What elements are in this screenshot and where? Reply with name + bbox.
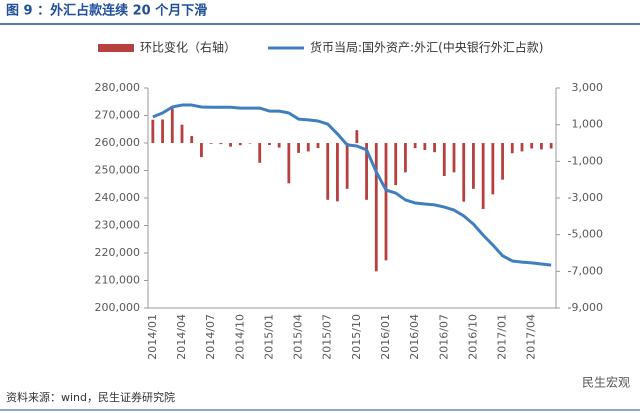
bar xyxy=(510,143,514,154)
bar xyxy=(413,143,417,149)
bar xyxy=(180,124,184,143)
bar xyxy=(394,143,398,186)
bar xyxy=(336,143,339,202)
bar xyxy=(472,143,475,189)
x-tick-label: 2015/01 xyxy=(262,314,275,360)
bar xyxy=(423,143,427,150)
x-tick-label: 2014/01 xyxy=(146,314,159,360)
x-tick-label: 2017/04 xyxy=(525,314,538,360)
bar xyxy=(540,143,543,150)
bar xyxy=(277,143,281,148)
x-tick-label: 2015/10 xyxy=(350,314,363,360)
bar xyxy=(501,143,504,180)
y-tick-label: 270,000 xyxy=(95,109,141,122)
bar xyxy=(433,143,436,153)
watermark: 民生宏观 xyxy=(582,375,630,390)
bar xyxy=(549,143,553,149)
bar xyxy=(297,143,300,153)
bar xyxy=(481,143,485,209)
bar xyxy=(326,143,330,200)
bar xyxy=(384,143,388,261)
y2-tick-label: -9,000 xyxy=(568,301,603,314)
x-tick-label: 2016/10 xyxy=(466,314,479,360)
x-tick-label: 2014/07 xyxy=(204,314,217,360)
bar xyxy=(219,143,223,145)
bar xyxy=(404,143,407,173)
bar xyxy=(151,119,155,143)
y2-tick-label: -7,000 xyxy=(568,264,603,277)
y-tick-label: 250,000 xyxy=(95,164,141,177)
x-tick-label: 2017/01 xyxy=(496,314,509,360)
bar xyxy=(287,143,291,184)
legend-swatch xyxy=(98,44,134,52)
y2-tick-label: 3,000 xyxy=(572,81,604,94)
bar xyxy=(355,130,359,143)
bar xyxy=(462,143,466,202)
bar xyxy=(520,143,524,152)
y2-tick-label: -1,000 xyxy=(568,154,603,167)
x-tick-label: 2014/10 xyxy=(233,314,246,360)
y2-tick-label: -5,000 xyxy=(568,228,603,241)
x-tick-label: 2016/07 xyxy=(437,314,450,360)
y2-tick-label: -3,000 xyxy=(568,191,603,204)
bar xyxy=(316,143,320,149)
y-tick-label: 240,000 xyxy=(95,191,141,204)
x-tick-label: 2015/04 xyxy=(292,314,305,360)
bar xyxy=(248,143,252,144)
bar xyxy=(200,143,203,158)
x-tick-label: 2014/04 xyxy=(175,314,188,360)
y-tick-label: 210,000 xyxy=(95,274,141,287)
source: 资料来源：wind，民生证券研究院 xyxy=(6,390,175,404)
y2-tick-label: 1,000 xyxy=(572,118,604,131)
chart-title: 图 9 ：外汇占款连续 20 个月下滑 xyxy=(6,3,207,19)
bar xyxy=(229,143,232,147)
bar xyxy=(209,143,213,144)
bar xyxy=(268,143,271,146)
y-tick-label: 200,000 xyxy=(95,301,141,314)
y-tick-label: 230,000 xyxy=(95,219,141,232)
x-tick-label: 2016/01 xyxy=(379,314,392,360)
bar xyxy=(258,143,262,163)
bar xyxy=(170,108,174,143)
bar xyxy=(452,143,456,173)
x-tick-label: 2015/07 xyxy=(321,314,334,360)
bar xyxy=(238,143,242,146)
bar xyxy=(442,143,446,176)
bar xyxy=(365,143,368,200)
bar xyxy=(345,143,349,189)
bar xyxy=(190,136,194,143)
bar xyxy=(491,143,495,195)
x-tick-label: 2016/04 xyxy=(408,314,421,360)
bar xyxy=(374,143,378,272)
y-tick-label: 260,000 xyxy=(95,136,141,149)
y-tick-label: 220,000 xyxy=(95,246,141,259)
bar xyxy=(530,143,534,149)
y-tick-label: 280,000 xyxy=(95,81,141,94)
legend-label: 货币当局:国外资产:外汇(中央银行外汇占款) xyxy=(310,40,543,55)
legend-label: 环比变化（右轴） xyxy=(140,40,236,55)
bar xyxy=(306,143,310,152)
line xyxy=(152,103,552,267)
bar xyxy=(161,119,164,143)
